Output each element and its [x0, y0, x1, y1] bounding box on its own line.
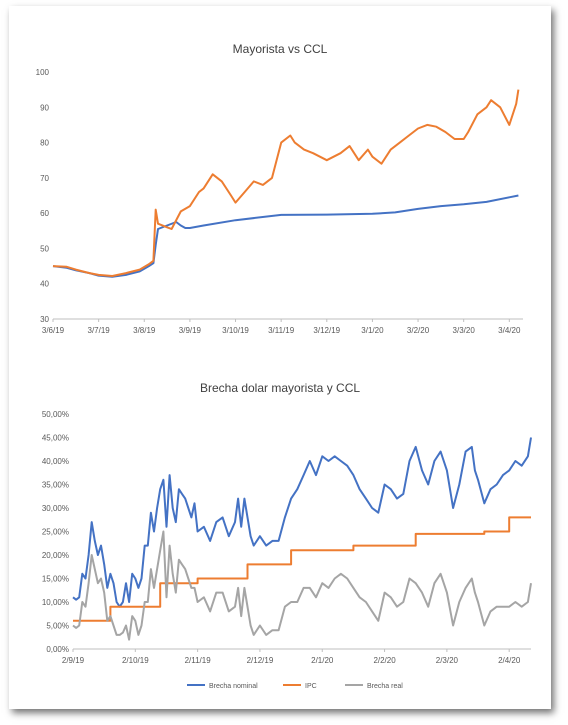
legend-label: Brecha nominal [209, 683, 258, 690]
y-tick-label: 40,00% [42, 457, 69, 466]
x-tick-label: 3/1/20 [361, 326, 384, 335]
x-tick-label: 2/10/19 [122, 656, 149, 665]
series-line-2 [72, 530, 532, 641]
y-tick-label: 40 [40, 280, 49, 289]
y-tick-label: 5,00% [46, 622, 69, 631]
legend-label: Brecha real [367, 683, 403, 690]
x-tick-label: 3/3/20 [453, 326, 476, 335]
chart-bottom-plot: 50,00% 45,00% 40,00% 35,00% 30,00% 25,00% 20,0… [42, 410, 532, 690]
y-tick-label: 100 [36, 68, 50, 77]
x-tick-label: 3/11/19 [268, 326, 295, 335]
x-tick-label: 2/1/20 [311, 656, 334, 665]
x-tick-label: 3/8/19 [133, 326, 156, 335]
y-tick-label: 30,00% [42, 504, 69, 513]
document-page: Mayorista vs CCL 100 90 80 70 60 50 40 30 3/6/19… [9, 6, 551, 709]
x-tick-label: 2/12/19 [247, 656, 274, 665]
y-tick-label: 70 [40, 174, 49, 183]
y-tick-label: 15,00% [42, 575, 69, 584]
chart-title: Brecha dolar mayorista y CCL [199, 381, 361, 395]
x-tick-label: 2/3/20 [436, 656, 459, 665]
legend-label: IPC [305, 683, 317, 690]
y-tick-label: 25,00% [42, 528, 69, 537]
x-tick-label: 2/2/20 [373, 656, 396, 665]
y-tick-label: 80 [40, 139, 49, 148]
y-tick-label: 30 [40, 315, 49, 324]
series-line-0 [72, 437, 532, 608]
chart-top-plot: 100 90 80 70 60 50 40 30 3/6/19 3/7/19 3/8/19 3/9/1… [36, 68, 523, 335]
chart-title: Mayorista vs CCL [232, 42, 328, 56]
x-tick-label: 3/10/19 [222, 326, 249, 335]
y-tick-label: 20,00% [42, 551, 69, 560]
x-tick-label: 3/7/19 [88, 326, 111, 335]
y-tick-label: 50 [40, 244, 49, 253]
y-tick-label: 45,00% [42, 434, 69, 443]
y-tick-label: 0,00% [46, 645, 69, 654]
y-tick-label: 10,00% [42, 598, 69, 607]
y-tick-label: 35,00% [42, 481, 69, 490]
x-tick-label: 2/4/20 [498, 656, 521, 665]
y-tick-label: 60 [40, 209, 49, 218]
series-line-1 [52, 89, 520, 277]
x-tick-label: 3/9/19 [179, 326, 202, 335]
series-line-0 [52, 194, 519, 278]
series-line-1 [73, 516, 531, 622]
x-tick-label: 3/4/20 [498, 326, 521, 335]
y-tick-label: 50,00% [42, 410, 69, 419]
x-tick-label: 3/6/19 [42, 326, 65, 335]
y-tick-label: 90 [40, 103, 49, 112]
chart-brecha-dolar: Brecha dolar mayorista y CCL 50,00% 45,00… [9, 351, 551, 709]
x-tick-label: 2/11/19 [185, 656, 212, 665]
x-tick-label: 2/9/19 [62, 656, 85, 665]
x-tick-label: 3/12/19 [313, 326, 340, 335]
chart-mayorista-vs-ccl: Mayorista vs CCL 100 90 80 70 60 50 40 30 3/6/19… [9, 6, 551, 346]
x-tick-label: 3/2/20 [407, 326, 430, 335]
